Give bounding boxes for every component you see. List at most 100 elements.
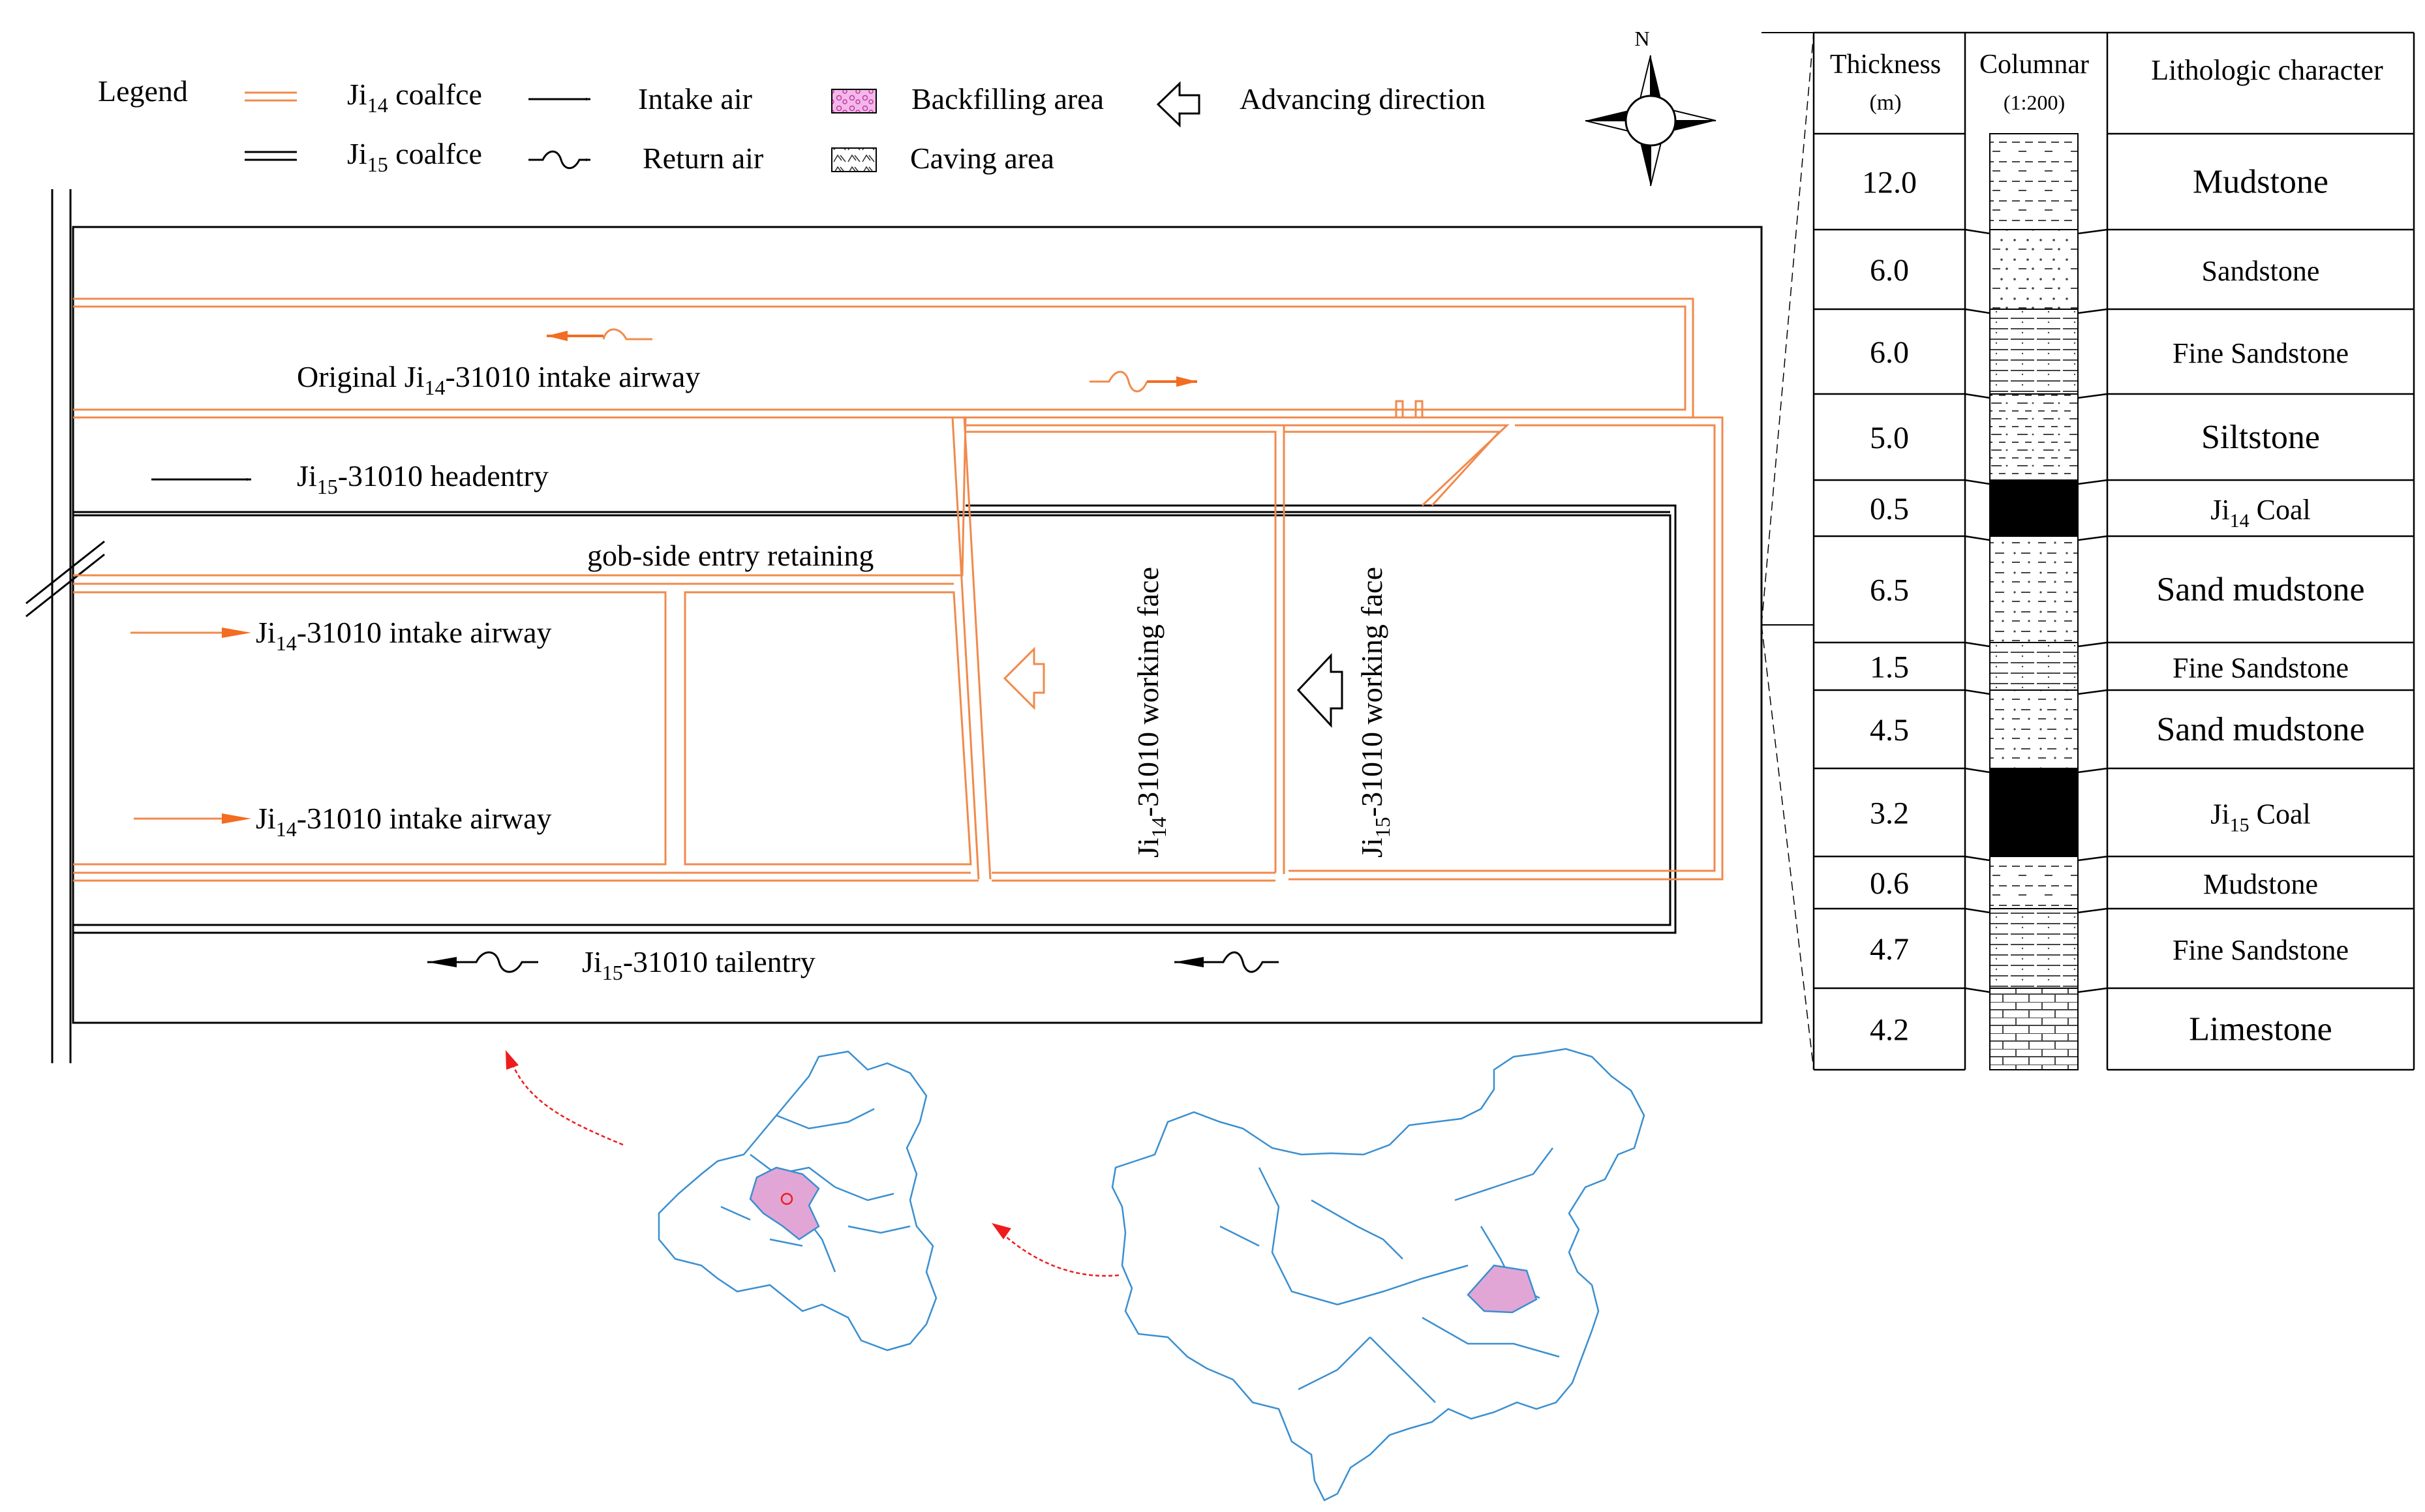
column-thickness-value: 6.0 (1870, 335, 1909, 370)
column-row: 6.0 Fine Sandstone (1870, 309, 2349, 395)
column-thickness-value: 1.5 (1870, 650, 1909, 685)
mine-location-marker-icon (780, 1192, 793, 1205)
ji15-advancing-arrow-icon (1296, 653, 1343, 728)
airflow-arrows (130, 328, 1279, 973)
column-layer-pattern (1989, 856, 2079, 909)
label-intake-airway-1: Ji14-31010 intake airway (256, 616, 552, 655)
label-intake-airway-2: Ji14-31010 intake airway (256, 802, 552, 841)
legend-title: Legend (98, 74, 188, 108)
column-row: 6.5 Sand mudstone (1870, 536, 2365, 643)
label-original-intake-airway: Original Ji14-31010 intake airway (297, 360, 700, 399)
column-lithology-label: Fine Sandstone (2173, 934, 2349, 966)
legend-ji15-coalface-label: Ji15 coalfce (347, 137, 482, 176)
left-boundary (25, 189, 105, 1063)
legend-advancing-label: Advancing direction (1240, 82, 1486, 115)
column-thickness-value: 4.7 (1870, 932, 1909, 967)
column-row: 0.5 Ji14 Coal (1870, 479, 2311, 537)
column-row: 0.6 Mudstone (1870, 856, 2318, 909)
column-lithology-label: Fine Sandstone (2173, 652, 2349, 684)
column-lithology-label: Mudstone (2193, 164, 2328, 201)
column-lithology-label: Sand mudstone (2156, 711, 2364, 748)
column-layer-pattern (1989, 536, 2079, 643)
column-row: 4.7 Fine Sandstone (1870, 908, 2349, 989)
legend-return-air-label: Return air (643, 142, 763, 175)
return-air-arrow-icon (1090, 370, 1197, 393)
column-row: 6.0 Sandstone (1870, 229, 2320, 310)
intake-air-arrow-icon (130, 627, 251, 638)
column-layer-pattern (1989, 689, 2079, 769)
label-ji14-working-face: Ji14-31010 working face (1131, 567, 1170, 858)
column-lithology-label: Limestone (2189, 1011, 2332, 1048)
column-layer-pattern (1989, 393, 2079, 481)
column-thickness-value: 4.5 (1870, 713, 1909, 748)
label-gob-side-entry: gob-side entry retaining (587, 539, 874, 572)
legend-ji14-coalface-symbol (245, 91, 297, 102)
column-lithology-label: Mudstone (2203, 868, 2318, 900)
legend-caving-swatch (831, 147, 877, 172)
column-lithology-label: Fine Sandstone (2173, 337, 2349, 369)
legend-backfilling-swatch (831, 89, 877, 113)
column-row: 12.0 Mudstone (1862, 133, 2328, 230)
column-header-thickness: Thickness (1830, 50, 1941, 80)
column-thickness-value: 3.2 (1870, 796, 1909, 831)
column-layer-pattern (1989, 768, 2079, 857)
ji15-roadways (73, 504, 1677, 934)
column-layer-pattern (1989, 133, 2079, 230)
column-header-thickness-unit: (m) (1869, 91, 1901, 115)
column-header-scale: (1:200) (2004, 91, 2065, 114)
column-thickness-value: 6.5 (1870, 573, 1909, 608)
column-lithology-label: Ji15 Coal (2210, 798, 2310, 836)
column-thickness-value: 0.5 (1870, 492, 1909, 526)
legend-ji14-coalface-label: Ji14 coalfce (347, 78, 482, 117)
intake-air-arrow-icon (134, 813, 251, 824)
legend-advancing-arrow-icon (1156, 81, 1200, 128)
column-thickness-value: 12.0 (1862, 166, 1917, 200)
legend-backfilling-label: Backfilling area (911, 82, 1104, 115)
legend-ji15-coalface-symbol (245, 151, 297, 161)
column-layer-pattern (1989, 908, 2079, 989)
column-layer-pattern (1989, 479, 2079, 537)
column-row: 3.2 Ji15 Coal (1870, 768, 2311, 857)
ji14-advancing-arrow-icon (1003, 646, 1045, 710)
return-air-arrow-icon (1174, 951, 1279, 973)
column-thickness-value: 6.0 (1870, 253, 1909, 288)
column-layer-pattern (1989, 642, 2079, 691)
column-thickness-value: 0.6 (1870, 866, 1909, 901)
compass-north-label: N (1634, 27, 1649, 50)
column-layer-pattern (1989, 229, 2079, 310)
china-map (1111, 1048, 1645, 1502)
column-row: 4.5 Sand mudstone (1870, 689, 2365, 769)
return-air-arrow-icon (547, 328, 652, 341)
column-row: 5.0 Siltstone (1870, 393, 2320, 481)
legend: Legend Ji14 coalfce Ji15 coalfce Intake … (98, 74, 1486, 176)
column-lithology-label: Siltstone (2201, 419, 2320, 456)
column-header-lithology: Lithologic character (2151, 54, 2383, 86)
label-ji15-working-face: Ji15-31010 working face (1355, 567, 1394, 858)
mine-plan: Original Ji14-31010 intake airway Ji15-3… (25, 189, 1763, 1063)
column-lithology-label: Ji14 Coal (2210, 494, 2310, 532)
column-layer-pattern (1989, 309, 2079, 395)
label-headentry: Ji15-31010 headentry (297, 459, 549, 498)
label-tailentry: Ji15-31010 tailentry (582, 945, 816, 984)
province-map (658, 1050, 938, 1352)
column-header-columnar: Columnar (1979, 50, 2089, 80)
column-thickness-value: 5.0 (1870, 421, 1909, 455)
legend-caving-label: Caving area (910, 142, 1054, 175)
column-row: 1.5 Fine Sandstone (1870, 642, 2349, 691)
column-thickness-value: 4.2 (1870, 1013, 1909, 1048)
location-maps (506, 1048, 1645, 1502)
column-lithology-label: Sandstone (2202, 255, 2320, 287)
red-arrow-to-plan (506, 1050, 624, 1146)
column-row: 4.2 Limestone (1870, 988, 2332, 1070)
legend-return-arrow-icon (528, 150, 590, 170)
ji14-roadways (73, 297, 1724, 882)
return-air-arrow-icon (427, 951, 538, 973)
column-layer-pattern (1989, 988, 2079, 1070)
stratigraphic-column: Thickness (m) Columnar (1:200) Lithologi… (1761, 31, 2415, 1071)
compass-rose-icon: N (1585, 27, 1716, 187)
legend-intake-air-label: Intake air (638, 82, 752, 115)
column-lithology-label: Sand mudstone (2156, 571, 2364, 609)
red-arrow-to-province (992, 1223, 1120, 1277)
